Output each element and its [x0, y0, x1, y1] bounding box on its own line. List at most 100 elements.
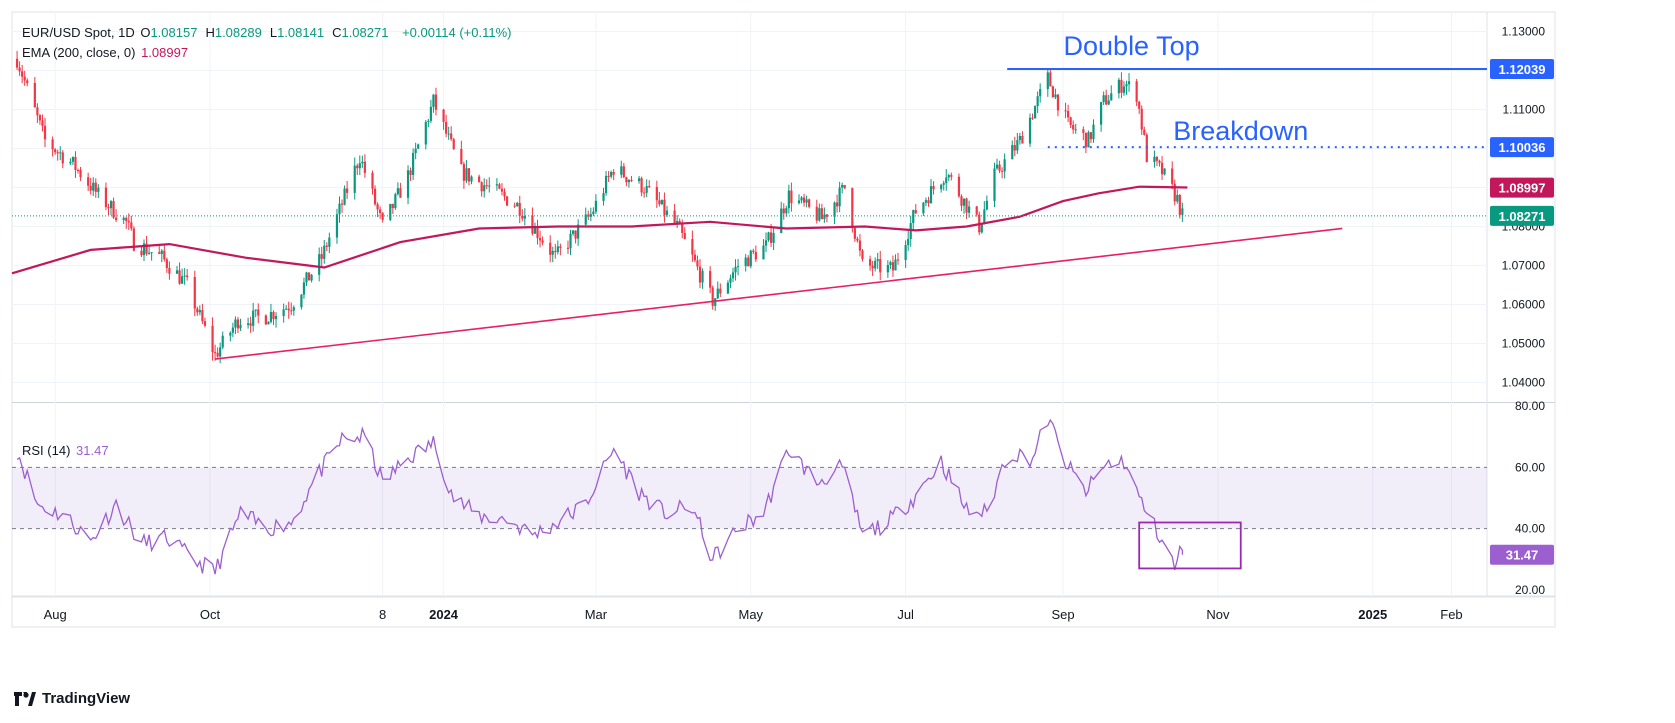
candle-body	[462, 164, 465, 181]
candle-body	[71, 156, 75, 162]
candle-body	[145, 243, 148, 254]
candle-body	[74, 156, 77, 170]
candle-body	[485, 185, 488, 187]
candle-body	[589, 214, 592, 217]
rsi-value-label: 31.47	[1506, 548, 1539, 563]
rsi-label-bg	[1490, 544, 1554, 565]
rsi-tick-label: 60.00	[1515, 460, 1545, 474]
candle-body	[1021, 135, 1024, 144]
candle-body	[856, 238, 859, 241]
candle-body	[1107, 100, 1110, 105]
candle-body	[602, 193, 605, 201]
candle-body	[1143, 129, 1146, 135]
legend-ohlc-h: H1.08289	[205, 25, 262, 40]
candle-body	[957, 176, 961, 197]
candle-body	[1102, 95, 1105, 103]
candle-body	[637, 178, 641, 182]
candle-body	[26, 80, 29, 84]
candle-body	[287, 308, 290, 311]
candle-body	[663, 199, 666, 215]
candle-body	[1051, 86, 1054, 98]
candle-body	[323, 245, 326, 259]
candle-body	[201, 310, 204, 322]
candle-body	[109, 201, 113, 209]
candle-body	[516, 202, 519, 207]
candle-body	[1100, 102, 1103, 125]
x-tick-label: Oct	[200, 607, 221, 622]
candle-body	[1110, 93, 1113, 101]
candle-body	[356, 165, 359, 169]
candle-body	[541, 240, 544, 243]
candle-body	[924, 200, 928, 203]
candle-body	[838, 187, 841, 207]
candle-body	[1158, 160, 1161, 163]
candle-body	[645, 186, 648, 193]
candle-body	[640, 178, 643, 193]
candle-body	[76, 169, 80, 171]
candle-body	[175, 270, 179, 274]
candle-body	[59, 152, 62, 154]
candle-body	[927, 200, 930, 204]
x-tick-label: Feb	[1440, 607, 1462, 622]
candle-body	[1056, 94, 1060, 111]
candle-body	[772, 233, 775, 243]
candle-body	[701, 271, 704, 283]
candle-body	[648, 186, 651, 188]
candle-body	[569, 233, 572, 249]
candle-body	[719, 288, 722, 294]
candle-body	[843, 184, 846, 189]
candle-body	[282, 309, 285, 317]
candle-body	[186, 275, 189, 278]
candle-body	[536, 226, 539, 239]
candle-body	[417, 144, 420, 149]
x-tick-label: Jul	[897, 607, 914, 622]
candle-body	[483, 185, 486, 192]
candle-body	[577, 224, 580, 239]
legend-ohlc-c: C1.08271	[332, 25, 389, 40]
candle-body	[198, 310, 201, 313]
candle-body	[310, 274, 313, 281]
candle-body	[1140, 108, 1143, 130]
candle-body	[960, 196, 963, 206]
candle-body	[993, 168, 996, 201]
candle-body	[219, 347, 222, 357]
candle-body	[995, 164, 999, 169]
candle-body	[1127, 81, 1131, 85]
candle-body	[467, 168, 471, 182]
candle-body	[513, 205, 516, 207]
candle-body	[363, 161, 366, 173]
candle-body	[714, 298, 717, 306]
candle-body	[112, 201, 115, 218]
candle-body	[307, 272, 311, 281]
legend-ema-label: EMA (200, close, 0)	[22, 45, 136, 60]
candle-body	[36, 107, 39, 116]
candle-body	[835, 202, 839, 207]
candle-body	[782, 208, 785, 214]
candle-body	[800, 197, 803, 201]
candle-body	[399, 188, 402, 198]
candle-body	[655, 187, 658, 201]
candle-body	[43, 125, 47, 140]
candle-body	[452, 139, 455, 149]
annotation-double-top: Double Top	[1064, 31, 1200, 61]
legend-rsi-value: 31.47	[76, 443, 109, 458]
candle-body	[818, 208, 821, 221]
candle-body	[673, 210, 676, 223]
candle-body	[130, 222, 133, 229]
tradingview-logo[interactable]: TradingView	[14, 690, 130, 707]
candle-body	[1001, 170, 1004, 172]
candle-body	[698, 266, 702, 283]
candle-body	[676, 221, 679, 223]
candle-body	[744, 257, 747, 267]
candle-body	[160, 250, 163, 254]
tradingview-label: TradingView	[42, 690, 131, 707]
candle-body	[533, 226, 537, 234]
candle-body	[643, 192, 646, 194]
candle-body	[150, 252, 153, 254]
x-tick-label: Sep	[1051, 607, 1074, 622]
candle-body	[269, 312, 273, 322]
price-label-ema: 1.08997	[1499, 181, 1546, 196]
candle-body	[594, 200, 598, 212]
candle-body	[254, 309, 257, 311]
